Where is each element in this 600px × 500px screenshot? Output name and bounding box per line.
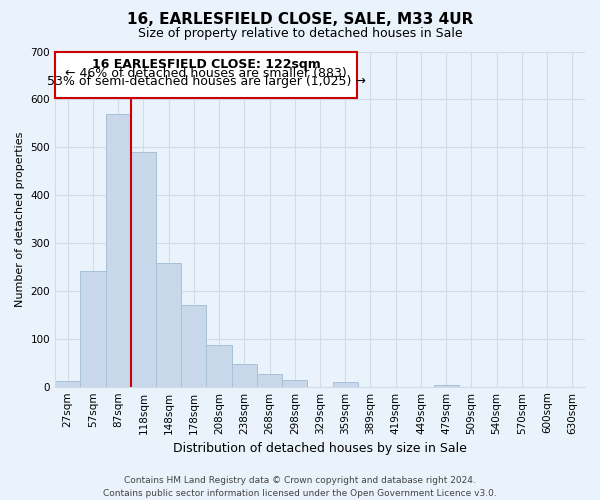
Bar	[55, 381, 80, 386]
Bar	[257, 374, 282, 386]
Bar	[156, 263, 181, 386]
Bar	[206, 344, 232, 387]
Bar	[282, 380, 307, 386]
Bar	[131, 152, 156, 386]
Bar	[332, 382, 358, 386]
Text: 53% of semi-detached houses are larger (1,025) →: 53% of semi-detached houses are larger (…	[47, 75, 365, 88]
Text: 16, EARLESFIELD CLOSE, SALE, M33 4UR: 16, EARLESFIELD CLOSE, SALE, M33 4UR	[127, 12, 473, 28]
Bar	[106, 114, 131, 386]
Y-axis label: Number of detached properties: Number of detached properties	[15, 132, 25, 307]
Text: Contains HM Land Registry data © Crown copyright and database right 2024.
Contai: Contains HM Land Registry data © Crown c…	[103, 476, 497, 498]
Bar	[434, 385, 459, 386]
X-axis label: Distribution of detached houses by size in Sale: Distribution of detached houses by size …	[173, 442, 467, 455]
Bar	[80, 271, 106, 386]
Text: Size of property relative to detached houses in Sale: Size of property relative to detached ho…	[137, 28, 463, 40]
FancyBboxPatch shape	[55, 52, 357, 98]
Text: 16 EARLESFIELD CLOSE: 122sqm: 16 EARLESFIELD CLOSE: 122sqm	[92, 58, 320, 71]
Text: ← 46% of detached houses are smaller (883): ← 46% of detached houses are smaller (88…	[65, 66, 347, 80]
Bar	[232, 364, 257, 386]
Bar	[181, 306, 206, 386]
